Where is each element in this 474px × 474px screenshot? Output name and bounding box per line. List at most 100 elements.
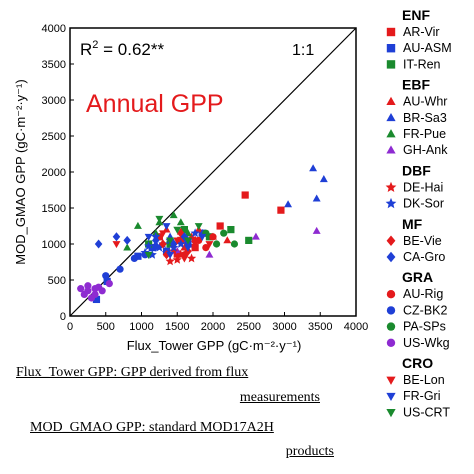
data-point-be-lon bbox=[112, 241, 121, 249]
legend-marker-be-lon bbox=[386, 376, 396, 385]
legend-label: US-CRT bbox=[403, 405, 450, 419]
data-point-de-hai bbox=[172, 254, 182, 264]
data-point-be-lon bbox=[191, 241, 200, 249]
data-point-us-crt bbox=[144, 251, 153, 259]
legend-marker-cz-bk2 bbox=[386, 306, 396, 315]
legend-marker-gh-ank bbox=[386, 145, 396, 154]
legend-marker-au-rig bbox=[386, 290, 396, 299]
one-to-one-line bbox=[69, 27, 357, 317]
data-point-dk-sor bbox=[190, 228, 200, 238]
caption-line-3: MOD_GMAO GPP: standard MOD17A2H bbox=[30, 420, 274, 435]
legend-marker-au-whr bbox=[386, 96, 396, 105]
data-point-au-rig bbox=[202, 244, 210, 252]
legend-marker-us-crt bbox=[386, 409, 396, 418]
data-point-pa-sps bbox=[230, 240, 239, 248]
data-point-us-wkg bbox=[80, 290, 88, 298]
data-point-au-rig bbox=[209, 233, 217, 241]
legend-marker-fr-gri bbox=[386, 392, 396, 402]
y-tick-label: 500 bbox=[48, 275, 66, 287]
data-point-fr-gri bbox=[144, 233, 153, 241]
data-point-cz-bk2 bbox=[116, 265, 124, 273]
data-point-fr-gri bbox=[162, 223, 171, 231]
data-point-fr-gri bbox=[166, 251, 175, 259]
legend-label: FR-Gri bbox=[403, 389, 441, 403]
data-point-ca-gro bbox=[112, 232, 121, 242]
legend-label: PA-SPs bbox=[403, 320, 446, 334]
data-point-br-sa3 bbox=[309, 164, 318, 172]
legend-marker-pa-sps bbox=[386, 322, 396, 331]
legend-label: BE-Vie bbox=[403, 234, 442, 248]
data-point-us-wkg bbox=[105, 280, 113, 288]
data-point-br-sa3 bbox=[284, 200, 293, 208]
data-point-us-crt bbox=[194, 223, 203, 231]
data-point-it-ren bbox=[227, 226, 235, 234]
data-point-us-wkg bbox=[87, 294, 96, 302]
y-tick-label: 1000 bbox=[42, 239, 66, 251]
x-tick-label: 3500 bbox=[308, 321, 332, 333]
x-tick-label: 500 bbox=[97, 321, 115, 333]
legend-label: AU-ASM bbox=[403, 41, 452, 55]
data-point-ca-gro bbox=[94, 239, 103, 249]
data-point-ar-vir bbox=[155, 233, 163, 241]
data-point-fr-pue bbox=[169, 211, 178, 219]
data-point-us-crt bbox=[184, 237, 192, 245]
x-tick-label: 3000 bbox=[272, 321, 296, 333]
legend-label: CA-Gro bbox=[403, 250, 445, 264]
x-axis-label: Flux_Tower GPP (gC·m⁻²·y⁻¹) bbox=[127, 338, 302, 353]
legend-marker-it-ren bbox=[386, 60, 396, 69]
legend-label: GH-Ank bbox=[403, 143, 448, 157]
data-point-be-lon bbox=[205, 241, 214, 249]
data-point-au-whr bbox=[223, 236, 232, 244]
data-point-cz-bk2 bbox=[102, 272, 110, 280]
r2-annotation: R2 = 0.62** bbox=[80, 39, 164, 59]
data-point-de-hai bbox=[165, 256, 175, 266]
y-axis-label: MOD_GMAO GPP (gC·m⁻²·y⁻¹) bbox=[13, 79, 28, 264]
x-tick-label: 2500 bbox=[237, 321, 261, 333]
x-tick-label: 0 bbox=[67, 321, 73, 333]
data-point-fr-gri bbox=[184, 244, 192, 252]
x-tick-label: 1000 bbox=[129, 321, 153, 333]
legend-label: AU-Rig bbox=[403, 287, 443, 301]
data-point-ca-gro bbox=[152, 235, 160, 245]
y-tick-label: 4000 bbox=[42, 23, 66, 35]
data-point-cz-bk2 bbox=[130, 254, 138, 262]
y-tick-label: 2500 bbox=[42, 131, 66, 143]
legend-marker-us-wkg bbox=[386, 338, 396, 347]
data-point-br-sa3 bbox=[319, 175, 328, 183]
data-point-dk-sor bbox=[144, 241, 154, 251]
data-point-fr-gri bbox=[151, 244, 160, 252]
y-axis: 0 500 1000 1500 2000 2500 3000 3500 4000 bbox=[42, 23, 74, 323]
data-point-dk-sor bbox=[176, 239, 186, 248]
legend-label: IT-Ren bbox=[403, 57, 441, 71]
data-point-us-wkg bbox=[84, 282, 92, 290]
legend-group-title: GRA bbox=[402, 269, 433, 285]
data-point-br-sa3 bbox=[312, 194, 321, 202]
legend-label: BR-Sa3 bbox=[403, 111, 447, 125]
data-point-be-lon bbox=[158, 230, 167, 238]
data-point-fr-pue bbox=[123, 243, 132, 251]
data-point-au-asm bbox=[92, 295, 101, 304]
legend-marker-dk-sor bbox=[385, 197, 397, 209]
legend-marker-br-sa3 bbox=[386, 112, 396, 122]
data-point-us-wkg bbox=[98, 287, 106, 295]
data-point-au-asm bbox=[134, 252, 142, 260]
legend-label: AU-Whr bbox=[403, 95, 447, 109]
y-tick-label: 3000 bbox=[42, 95, 66, 107]
data-point-pa-sps bbox=[220, 229, 228, 237]
data-point-it-ren bbox=[245, 236, 253, 244]
data-point-ar-vir bbox=[277, 206, 285, 214]
legend: ENF AR-Vir AU-ASM IT-Ren EBF AU-Whr BR-Sa3 FR-P… bbox=[385, 7, 452, 419]
data-point-ca-gro bbox=[169, 239, 178, 249]
data-point-gh-ank bbox=[312, 226, 321, 234]
data-points bbox=[77, 164, 328, 304]
data-point-fr-gri bbox=[198, 233, 207, 241]
x-tick-label: 2000 bbox=[201, 321, 225, 333]
data-point-ar-vir bbox=[241, 191, 249, 199]
caption-line-4: products bbox=[285, 444, 334, 459]
legend-label: DK-Sor bbox=[403, 197, 444, 211]
one-to-one-label: 1:1 bbox=[292, 42, 314, 59]
legend-label: US-Wkg bbox=[403, 336, 450, 350]
y-tick-label: 1500 bbox=[42, 203, 66, 215]
x-axis: 0 500 1000 1500 2000 2500 3000 3500 4000 bbox=[67, 312, 368, 333]
